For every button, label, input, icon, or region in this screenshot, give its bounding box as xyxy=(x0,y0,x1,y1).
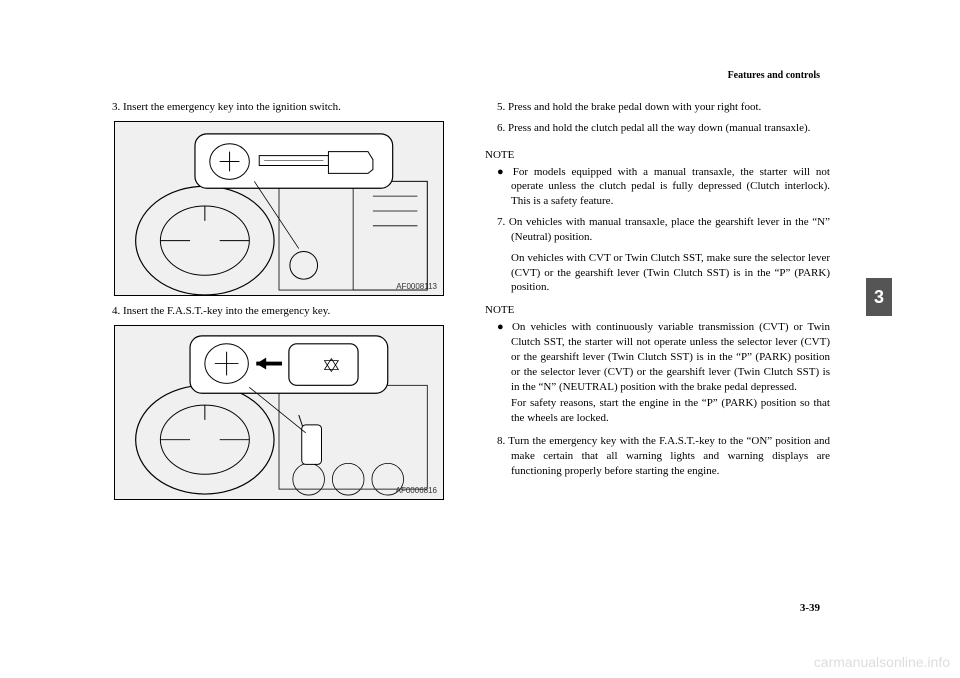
step-3-text: 3. Insert the emergency key into the ign… xyxy=(100,100,445,115)
page-number: 3-39 xyxy=(800,602,820,614)
watermark: carmanualsonline.info xyxy=(814,654,950,670)
figure-2: AF0006816 xyxy=(114,325,444,500)
figure-2-illustration xyxy=(115,326,443,499)
figure-1: AF0008113 xyxy=(114,121,444,296)
step-7a-text: 7. On vehicles with manual transaxle, pl… xyxy=(485,215,830,245)
chapter-tab: 3 xyxy=(866,278,892,316)
note-2-body-a: On vehicles with continuously variable t… xyxy=(485,320,830,394)
left-column: 3. Insert the emergency key into the ign… xyxy=(100,100,445,508)
step-7b-text: On vehicles with CVT or Twin Clutch SST,… xyxy=(485,251,830,296)
figure-2-label: AF0006816 xyxy=(396,486,437,495)
right-column: 5. Press and hold the brake pedal down w… xyxy=(485,100,830,485)
note-2-body-b: For safety reasons, start the engine in … xyxy=(485,396,830,426)
note-1-label: NOTE xyxy=(485,148,830,163)
step-4-text: 4. Insert the F.A.S.T.-key into the emer… xyxy=(100,304,445,319)
page-container: Features and controls 3. Insert the emer… xyxy=(100,90,860,590)
figure-1-illustration xyxy=(115,122,443,295)
step-5-text: 5. Press and hold the brake pedal down w… xyxy=(485,100,830,115)
step-6-text: 6. Press and hold the clutch pedal all t… xyxy=(485,121,830,136)
figure-1-label: AF0008113 xyxy=(396,282,437,291)
note-2-label: NOTE xyxy=(485,303,830,318)
step-8-text: 8. Turn the emergency key with the F.A.S… xyxy=(485,434,830,479)
note-1-body: For models equipped with a manual transa… xyxy=(485,165,830,210)
section-header: Features and controls xyxy=(728,70,820,81)
